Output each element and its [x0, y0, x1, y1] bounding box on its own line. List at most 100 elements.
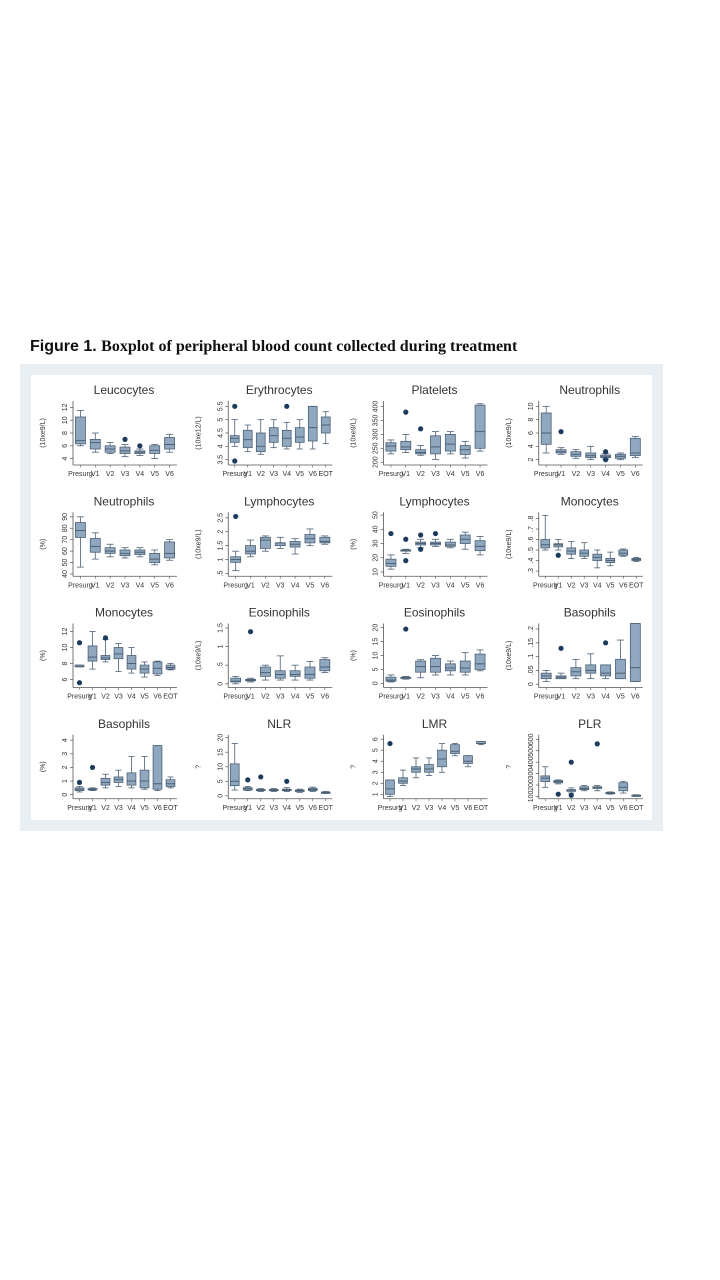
box-iqr	[437, 749, 447, 768]
y-tick-label: 2	[62, 765, 69, 769]
x-tick-label: V4	[438, 805, 447, 812]
x-tick-label: V2	[567, 805, 576, 812]
chart-title: Monocytes	[95, 606, 153, 620]
box-iqr	[540, 412, 552, 445]
box-iqr	[289, 670, 301, 677]
box-iqr	[385, 442, 397, 452]
box-iqr	[444, 663, 456, 672]
y-tick-label: 10	[62, 416, 69, 424]
y-tick-label: 1.5	[217, 623, 224, 633]
y-tick-label: 3	[373, 770, 380, 774]
chart-title: Neutrophils	[559, 383, 620, 397]
x-tick-label: V3	[586, 694, 595, 701]
x-tick-label: V6	[619, 582, 628, 589]
outlier-point	[89, 764, 96, 771]
x-tick-label: V3	[121, 471, 130, 478]
outlier-point	[388, 530, 394, 537]
box-iqr	[585, 664, 597, 674]
x-tick-label: V2	[256, 471, 265, 478]
x-tick-label: V5	[306, 694, 315, 701]
figure-caption-lead: Figure 1.	[30, 338, 97, 355]
x-tick-label: V3	[121, 582, 130, 589]
x-tick-label: V4	[291, 582, 300, 589]
x-tick-label: V3	[586, 471, 595, 478]
y-tick-label: 300	[528, 768, 535, 780]
y-tick-label: 5.5	[217, 401, 224, 411]
x-tick-label: V5	[451, 805, 460, 812]
box-iqr	[444, 433, 456, 452]
y-tick-label: 40	[373, 525, 380, 533]
outlier-point	[558, 429, 564, 435]
y-tick-label: .6	[528, 537, 535, 543]
x-tick-label: V6	[153, 805, 162, 812]
x-tick-label: V1	[91, 471, 100, 478]
outlier-point	[137, 443, 143, 449]
x-tick-label: V2	[101, 694, 110, 701]
y-tick-label: 1	[373, 792, 380, 796]
y-axis-label: (%)	[40, 539, 47, 550]
x-tick-label: V2	[106, 471, 115, 478]
x-tick-label: V2	[416, 471, 425, 478]
x-tick-label: V3	[425, 805, 434, 812]
x-tick-label: V5	[461, 471, 470, 478]
y-tick-label: 0	[217, 682, 224, 686]
box-iqr	[553, 543, 564, 548]
y-tick-label: 20	[373, 554, 380, 562]
y-tick-label: 8	[528, 418, 535, 422]
x-tick-label: V1	[402, 694, 411, 701]
y-tick-label: 0	[528, 682, 535, 686]
x-tick-label: V2	[416, 694, 425, 701]
box-iqr	[259, 536, 271, 549]
x-tick-label: V1	[246, 694, 255, 701]
y-tick-label: 0	[373, 681, 380, 685]
x-tick-label: V1	[88, 694, 97, 701]
outlier-point	[403, 536, 409, 542]
outlier-point	[284, 778, 290, 784]
chart-title: Erythrocytes	[246, 383, 313, 397]
x-tick-label: Presurg	[533, 582, 558, 589]
x-tick-label: V1	[557, 694, 566, 701]
x-tick-label: Presurg	[68, 471, 93, 478]
y-tick-label: 4	[217, 444, 224, 448]
x-tick-label: V5	[616, 471, 625, 478]
outlier-point	[233, 513, 239, 520]
box-iqr	[229, 763, 240, 787]
x-tick-label: V5	[150, 582, 159, 589]
y-tick-label: 350	[373, 415, 380, 427]
y-tick-label: 10	[217, 763, 224, 771]
x-tick-label: V6	[321, 582, 330, 589]
outlier-point	[403, 409, 409, 415]
x-tick-label: EOT	[163, 805, 178, 812]
chart-panel: Erythrocytes (10xe12/L) 3.5 4 4.5 5 5.5 Presurg…	[195, 383, 333, 478]
y-tick-label: 0	[217, 794, 224, 798]
outlier-point	[432, 530, 439, 537]
y-axis-label: (10xe9/L)	[506, 418, 513, 448]
figure-frame: Leucocytes (10xe9/L) 4 6 8 10 12 Presurg V1 V2 V3 V…	[20, 364, 663, 831]
y-tick-label: 2	[217, 530, 224, 534]
box-iqr	[474, 653, 486, 670]
x-tick-label: V6	[153, 694, 162, 701]
y-tick-label: 10	[373, 652, 380, 660]
x-tick-label: V6	[619, 805, 628, 812]
x-tick-label: V3	[114, 805, 123, 812]
x-tick-label: V4	[593, 805, 602, 812]
y-tick-label: 0	[62, 793, 69, 797]
box-iqr	[89, 538, 101, 553]
x-tick-label: V1	[243, 805, 252, 812]
y-tick-label: .1	[528, 654, 535, 660]
x-tick-label: V5	[140, 694, 149, 701]
y-tick-label: 3	[62, 752, 69, 756]
box-iqr	[307, 405, 318, 442]
x-tick-label: Presurg	[222, 471, 247, 478]
box-iqr	[400, 440, 412, 451]
outlier-point	[594, 741, 600, 747]
outlier-point	[403, 626, 409, 632]
y-axis-label: ?	[506, 765, 513, 769]
chart-title: PLR	[578, 717, 602, 731]
y-tick-label: 5	[373, 667, 380, 671]
x-tick-label: V2	[261, 694, 270, 701]
